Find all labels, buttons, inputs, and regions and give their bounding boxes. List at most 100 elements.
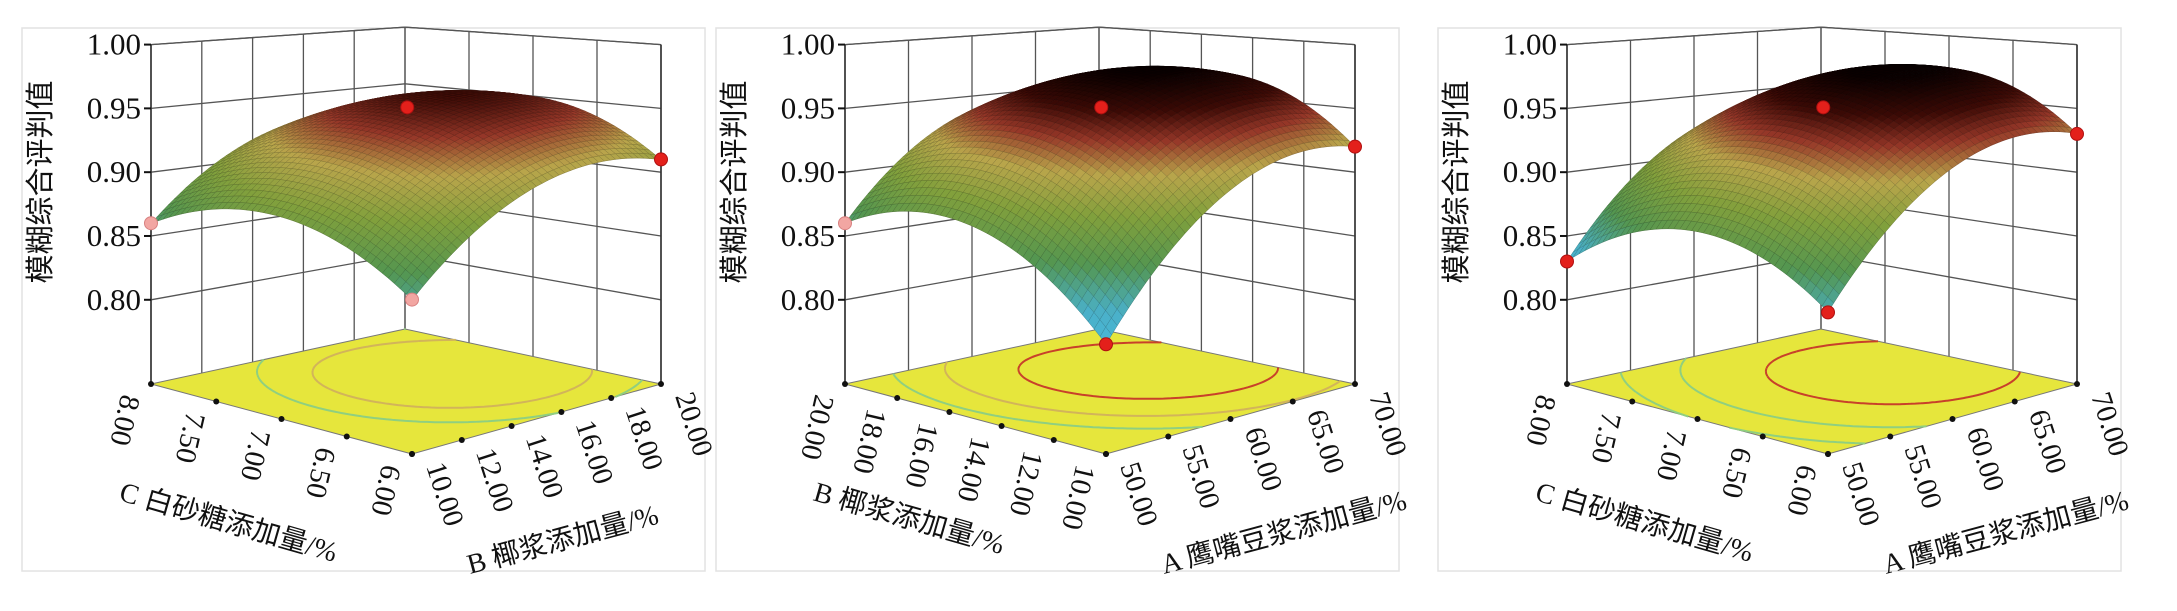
right-axis-tick-label: 65.00 [1300, 406, 1351, 478]
left-axis-tick-mark [1759, 433, 1766, 440]
right-axis-tick-mark [1825, 451, 1831, 457]
right-axis-tick-label: 14.00 [519, 430, 570, 502]
left-axis-tick-label: 6.00 [364, 462, 407, 519]
right-axis-tick-mark [1352, 381, 1358, 387]
left-axis-tick-label: 8.00 [103, 392, 146, 449]
left-axis-tick-mark [946, 409, 953, 415]
right-axis-tick-mark [1949, 416, 1956, 422]
right-axis-tick-mark [658, 381, 664, 387]
contour-floor [1566, 328, 2078, 455]
right-axis-tick-label: 16.00 [569, 416, 620, 488]
right-axis-tick-label: 55.00 [1898, 441, 1949, 513]
left-axis-tick-mark [148, 381, 154, 387]
z-tick-label: 1.00 [1503, 27, 1557, 62]
left-axis-tick-mark [894, 395, 901, 401]
right-axis-tick-mark [2011, 398, 2018, 405]
left-axis-tick-mark [1694, 416, 1701, 422]
right-axis-tick-mark [458, 437, 465, 443]
left-axis-tick-label: 14.00 [951, 434, 997, 505]
left-axis-tick-label: 10.00 [1055, 462, 1101, 533]
z-tick-label: 0.80 [87, 282, 141, 317]
z-tick-label: 0.95 [1503, 90, 1557, 125]
z-axis-title: 模糊综合评判值 [24, 80, 57, 283]
right-axis-tick-label: 60.00 [1238, 423, 1289, 495]
left-axis-tick-label: 7.00 [234, 427, 277, 484]
wall-top-edge [1566, 26, 2078, 46]
right-axis-tick-label: 70.00 [1362, 388, 1413, 460]
left-axis-tick-mark [1050, 437, 1057, 443]
z-axis-title: 模糊综合评判值 [718, 80, 751, 283]
floor-contour-line [256, 328, 643, 424]
right-axis-tick-label: 12.00 [469, 444, 520, 516]
surface-plot-panel: 0.80 0.85 0.90 0.95 1.00 模糊综合评判值 8.00 7.50 7.00 6… [1437, 26, 2135, 581]
design-point [654, 152, 668, 167]
left-axis-tick-label: 16.00 [898, 420, 944, 491]
z-gridline [844, 26, 1356, 46]
left-axis-tick-mark [998, 423, 1005, 429]
right-axis-tick-mark [558, 409, 565, 415]
panel-frame [21, 27, 706, 572]
left-axis-tick-mark [1564, 381, 1570, 387]
left-axis-tick-mark [1629, 398, 1636, 405]
left-axis-tick-label: 12.00 [1003, 448, 1049, 519]
floor-contour-line [311, 338, 594, 409]
wall-top-edge [844, 26, 1356, 46]
z-tick-label: 0.95 [781, 90, 835, 125]
left-axis-tick-label: 7.00 [1650, 427, 1693, 484]
right-axis-tick-label: 70.00 [2084, 388, 2135, 460]
z-tick-label: 0.90 [1503, 154, 1557, 189]
left-axis-tick-label: 6.50 [299, 444, 342, 501]
right-axis-tick-label: 60.00 [1960, 423, 2011, 495]
right-axis-tick-label: 18.00 [619, 402, 670, 474]
left-axis-tick-label: 20.00 [794, 392, 840, 463]
response-surface [150, 90, 662, 301]
right-axis-tick-mark [508, 423, 515, 429]
left-axis-tick-label: 6.00 [1780, 462, 1823, 519]
left-axis-tick-label: 7.50 [1585, 409, 1628, 466]
z-tick-label: 1.00 [87, 27, 141, 62]
surface-plot-panel: 0.80 0.85 0.90 0.95 1.00 模糊综合评判值 20.00 18.00 16.… [715, 26, 1413, 581]
design-point [400, 100, 415, 115]
z-tick-label: 1.00 [781, 27, 835, 62]
right-axis-tick-label: 65.00 [2022, 406, 2073, 478]
z-tick-label: 0.80 [1503, 282, 1557, 317]
right-axis-tick-mark [2074, 381, 2080, 387]
z-axis-title: 模糊综合评判值 [1440, 80, 1473, 283]
z-gridline [150, 26, 662, 46]
left-axis-tick-label: 8.00 [1519, 392, 1562, 449]
design-point [1099, 337, 1113, 352]
right-axis-tick-label: 10.00 [419, 458, 470, 530]
design-point [144, 216, 158, 231]
right-axis-tick-mark [1165, 433, 1172, 440]
left-axis-tick-label: 18.00 [846, 406, 892, 477]
design-point [838, 216, 852, 231]
right-axis-tick-mark [608, 395, 615, 401]
design-point [1348, 139, 1362, 154]
z-tick-label: 0.90 [87, 154, 141, 189]
z-tick-label: 0.85 [1503, 218, 1557, 253]
design-point [405, 292, 419, 307]
right-axis-tick-mark [409, 451, 415, 457]
right-axis-tick-label: 55.00 [1176, 441, 1227, 513]
left-axis-tick-mark [213, 398, 220, 405]
z-gridline [1566, 26, 2078, 46]
z-tick-label: 0.80 [781, 282, 835, 317]
right-axis-tick-label: 50.00 [1835, 458, 1886, 530]
right-axis-tick-label: 50.00 [1113, 458, 1164, 530]
right-axis-tick-mark [1887, 433, 1894, 440]
z-tick-label: 0.85 [781, 218, 835, 253]
z-tick-label: 0.90 [781, 154, 835, 189]
wall-top-edge [150, 26, 662, 46]
right-axis-tick-mark [1289, 398, 1296, 405]
z-tick-label: 0.85 [87, 218, 141, 253]
z-tick-label: 0.95 [87, 90, 141, 125]
design-point [1094, 100, 1109, 115]
left-axis-tick-mark [343, 433, 350, 440]
left-axis-tick-label: 6.50 [1715, 444, 1758, 501]
right-axis-tick-mark [1227, 416, 1234, 422]
right-axis-tick-mark [1103, 451, 1109, 457]
surface-plot-panel: 0.80 0.85 0.90 0.95 1.00 模糊综合评判值 8.00 7.50 7.00 6… [21, 26, 719, 581]
left-axis-tick-label: 7.50 [169, 409, 212, 466]
left-axis-tick-mark [842, 381, 848, 387]
